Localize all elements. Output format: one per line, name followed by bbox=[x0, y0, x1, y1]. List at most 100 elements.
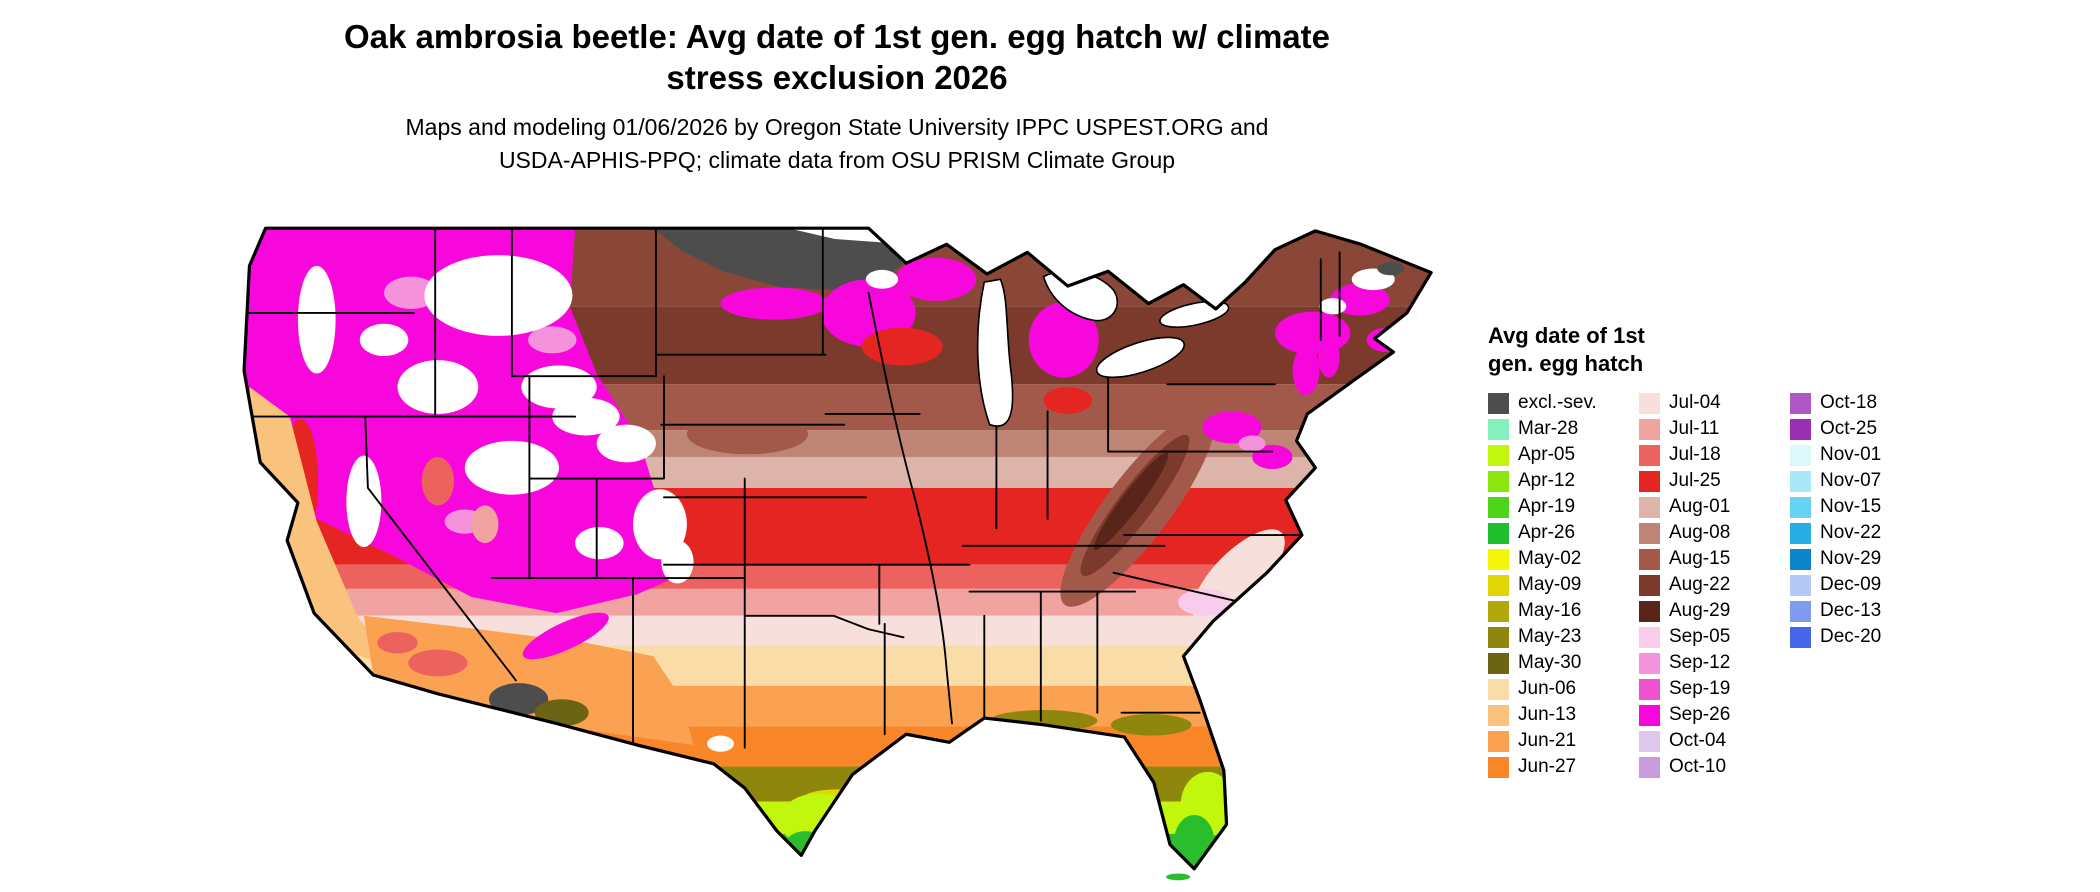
legend-entry: May-23 bbox=[1488, 624, 1639, 650]
legend-entry: Aug-15 bbox=[1639, 546, 1790, 572]
legend-entry: Nov-29 bbox=[1790, 546, 1941, 572]
legend-swatch bbox=[1488, 626, 1509, 648]
legend-entry: Sep-19 bbox=[1639, 676, 1790, 702]
legend-entry: Oct-18 bbox=[1790, 390, 1941, 416]
legend-label: Sep-12 bbox=[1669, 652, 1731, 673]
legend-entry: Jun-27 bbox=[1488, 754, 1639, 780]
legend-swatch bbox=[1488, 444, 1509, 466]
legend-swatch bbox=[1790, 392, 1811, 414]
legend-label: Nov-15 bbox=[1820, 496, 1882, 517]
legend-label: Dec-13 bbox=[1820, 600, 1882, 621]
legend-label: excl.-sev. bbox=[1518, 392, 1597, 413]
legend-entry: Dec-20 bbox=[1790, 624, 1941, 650]
legend-entry: Oct-25 bbox=[1790, 416, 1941, 442]
legend-entry: Sep-26 bbox=[1639, 702, 1790, 728]
legend-entry: May-09 bbox=[1488, 572, 1639, 598]
legend-swatch bbox=[1488, 548, 1509, 570]
legend-swatch bbox=[1488, 730, 1509, 752]
legend-swatch bbox=[1488, 678, 1509, 700]
legend-label: Aug-22 bbox=[1669, 574, 1731, 595]
legend-label: May-02 bbox=[1518, 548, 1582, 569]
legend-label: Nov-07 bbox=[1820, 470, 1882, 491]
legend-swatch bbox=[1488, 704, 1509, 726]
legend-entry: Oct-04 bbox=[1639, 728, 1790, 754]
legend-label: May-16 bbox=[1518, 600, 1582, 621]
legend-swatch bbox=[1639, 652, 1660, 674]
legend-column-3: Oct-18 Oct-25 Nov-01 Nov-07 bbox=[1790, 390, 1941, 780]
legend-swatch bbox=[1488, 470, 1509, 492]
legend-column-1: excl.-sev. Mar-28 Apr-05 Apr-12 bbox=[1488, 390, 1639, 780]
subtitle-line-2: USDA-APHIS-PPQ; climate data from OSU PR… bbox=[498, 147, 1176, 173]
legend-swatch bbox=[1790, 626, 1811, 648]
legend-label: Jun-21 bbox=[1518, 730, 1577, 751]
legend-swatch bbox=[1639, 522, 1660, 544]
legend-label: Nov-22 bbox=[1820, 522, 1882, 543]
legend-entry: Jun-13 bbox=[1488, 702, 1639, 728]
legend-label: Jun-13 bbox=[1518, 704, 1577, 725]
legend-label: Nov-29 bbox=[1820, 548, 1882, 569]
legend-entry: Jun-06 bbox=[1488, 676, 1639, 702]
legend-label: Oct-18 bbox=[1820, 392, 1878, 413]
legend-label: Dec-09 bbox=[1820, 574, 1882, 595]
legend-entry: Nov-01 bbox=[1790, 442, 1941, 468]
legend-entry: May-02 bbox=[1488, 546, 1639, 572]
us-map bbox=[236, 212, 1454, 885]
legend-entry: Nov-22 bbox=[1790, 520, 1941, 546]
legend-swatch bbox=[1639, 496, 1660, 518]
title-line-2: stress exclusion 2026 bbox=[666, 59, 1008, 96]
page-title: Oak ambrosia beetle: Avg date of 1st gen… bbox=[0, 16, 1674, 98]
legend-entry: Sep-05 bbox=[1639, 624, 1790, 650]
legend-swatch bbox=[1790, 444, 1811, 466]
legend-swatch bbox=[1639, 392, 1660, 414]
legend-entry: Nov-15 bbox=[1790, 494, 1941, 520]
legend-entry: Jul-18 bbox=[1639, 442, 1790, 468]
legend-entry: Apr-19 bbox=[1488, 494, 1639, 520]
legend-label: Sep-19 bbox=[1669, 678, 1731, 699]
legend-label: Oct-04 bbox=[1669, 730, 1727, 751]
legend-entry: May-16 bbox=[1488, 598, 1639, 624]
subtitle-line-1: Maps and modeling 01/06/2026 by Oregon S… bbox=[405, 114, 1269, 140]
legend-swatch bbox=[1488, 600, 1509, 622]
legend-label: Dec-20 bbox=[1820, 626, 1882, 647]
legend-label: Apr-05 bbox=[1518, 444, 1576, 465]
legend-label: Jul-25 bbox=[1669, 470, 1721, 491]
legend-label: Apr-26 bbox=[1518, 522, 1576, 543]
legend-title-line-2: gen. egg hatch bbox=[1488, 351, 1644, 376]
legend-swatch bbox=[1488, 418, 1509, 440]
header: Oak ambrosia beetle: Avg date of 1st gen… bbox=[0, 16, 1674, 177]
legend-swatch bbox=[1790, 418, 1811, 440]
legend: Avg date of 1st gen. egg hatch excl.-sev… bbox=[1488, 322, 1968, 780]
state-borders bbox=[244, 228, 1341, 749]
legend-label: Jun-06 bbox=[1518, 678, 1577, 699]
legend-swatch bbox=[1488, 522, 1509, 544]
legend-label: Aug-15 bbox=[1669, 548, 1731, 569]
legend-label: Jul-04 bbox=[1669, 392, 1721, 413]
legend-entry: Dec-09 bbox=[1790, 572, 1941, 598]
legend-title-line-1: Avg date of 1st bbox=[1488, 323, 1645, 348]
legend-label: Apr-12 bbox=[1518, 470, 1576, 491]
legend-label: Aug-01 bbox=[1669, 496, 1731, 517]
legend-label: Jul-11 bbox=[1669, 418, 1720, 439]
legend-title: Avg date of 1st gen. egg hatch bbox=[1488, 322, 1968, 378]
legend-swatch bbox=[1639, 600, 1660, 622]
us-map-svg bbox=[242, 226, 1433, 881]
legend-swatch bbox=[1639, 626, 1660, 648]
legend-entry: Apr-12 bbox=[1488, 468, 1639, 494]
great-lakes bbox=[976, 270, 1230, 427]
title-line-1: Oak ambrosia beetle: Avg date of 1st gen… bbox=[344, 18, 1330, 55]
legend-entry: May-30 bbox=[1488, 650, 1639, 676]
legend-entry: Jun-21 bbox=[1488, 728, 1639, 754]
legend-entry: Apr-05 bbox=[1488, 442, 1639, 468]
legend-swatch bbox=[1790, 548, 1811, 570]
legend-label: Aug-08 bbox=[1669, 522, 1731, 543]
legend-swatch bbox=[1790, 522, 1811, 544]
legend-swatch bbox=[1639, 418, 1660, 440]
legend-entry: Mar-28 bbox=[1488, 416, 1639, 442]
legend-column-2: Jul-04 Jul-11 Jul-18 Jul-25 bbox=[1639, 390, 1790, 780]
legend-swatch bbox=[1639, 730, 1660, 752]
legend-label: Aug-29 bbox=[1669, 600, 1731, 621]
legend-swatch bbox=[1790, 496, 1811, 518]
legend-swatch bbox=[1639, 444, 1660, 466]
legend-swatch bbox=[1790, 470, 1811, 492]
